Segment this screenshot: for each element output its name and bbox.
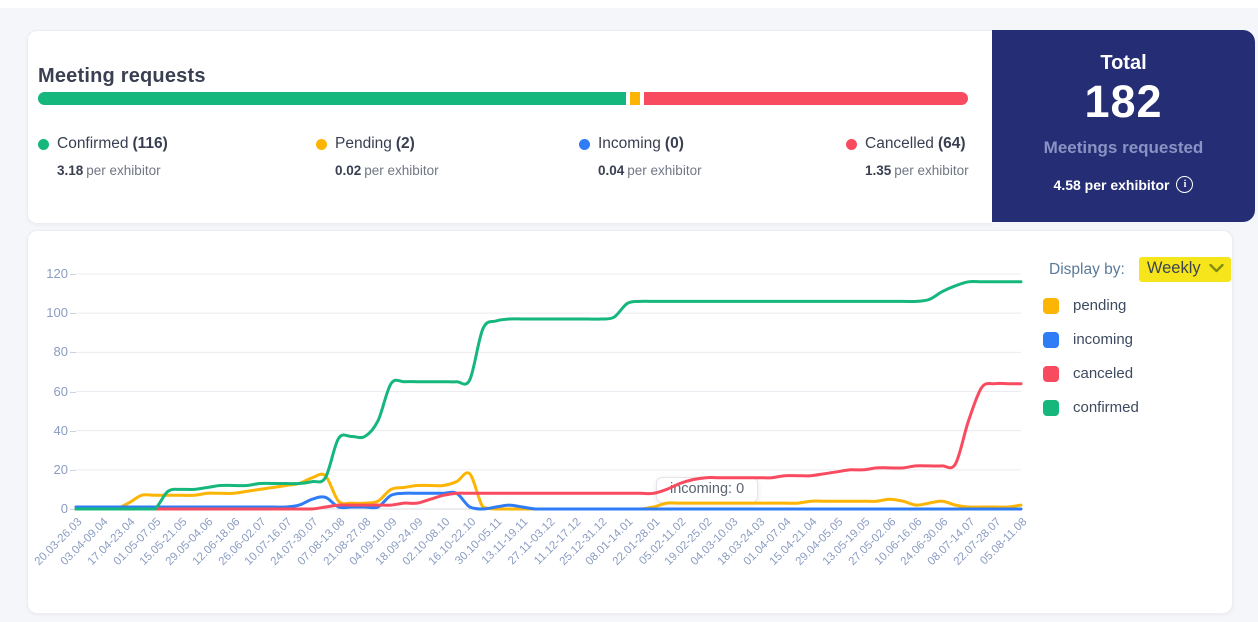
stat-cancelled: Cancelled (64) 1.35 per exhibitor: [846, 135, 969, 178]
y-axis-tick: [70, 391, 76, 393]
display-by-label: Display by:: [1049, 260, 1125, 278]
legend-label: incoming: [1073, 331, 1134, 348]
y-axis-tick-label: 0: [60, 501, 68, 516]
stat-pending: Pending (2) 0.02 per exhibitor: [316, 135, 439, 178]
confirmed-swatch-icon: [1043, 399, 1059, 416]
display-by-value: Weekly: [1146, 259, 1201, 277]
display-by-dropdown[interactable]: Weekly: [1138, 257, 1231, 282]
chart-tooltip: incoming: 0: [656, 477, 759, 503]
confirmed-dot-icon: [38, 138, 49, 150]
series-line-confirmed: [74, 280, 1023, 511]
top-strip: [0, 0, 1258, 8]
cancelled-dot-icon: [846, 138, 857, 150]
y-axis-tick-label: 60: [53, 383, 68, 399]
y-axis-tick-label: 120: [46, 266, 68, 281]
legend-item-confirmed[interactable]: confirmed: [1043, 399, 1139, 416]
total-subtitle: Meetings requested: [1043, 138, 1204, 157]
y-axis-tick-label: 80: [53, 344, 68, 360]
status-stats-row: Confirmed (116) 3.18 per exhibitor Pending (2…: [28, 135, 993, 215]
total-title: Total: [1100, 52, 1147, 74]
y-axis-tick: [70, 313, 76, 315]
legend-item-pending[interactable]: pending: [1043, 297, 1139, 314]
y-axis-tick-label: 40: [53, 422, 68, 438]
stat-incoming: Incoming (0) 0.04 per exhibitor: [579, 135, 702, 178]
total-panel: Total 182 Meetings requested 4.58 per ex…: [992, 30, 1255, 222]
canceled-swatch-icon: [1043, 365, 1059, 382]
chart-legend: pending incoming canceled confirmed: [1043, 297, 1139, 433]
y-axis-tick-label: 20: [53, 461, 68, 477]
legend-label: confirmed: [1073, 399, 1139, 416]
stat-per-exhibitor: 0.02 per exhibitor: [335, 163, 439, 178]
legend-item-canceled[interactable]: canceled: [1043, 365, 1139, 382]
stat-label: Incoming: [598, 135, 661, 152]
total-per-exhibitor: 4.58 per exhibitor i: [992, 176, 1255, 193]
series-line-pending: [74, 471, 1023, 511]
bar-segment-pending: [630, 92, 640, 105]
tooltip-text: incoming: 0: [670, 481, 745, 497]
stat-label: Pending: [335, 135, 392, 152]
stat-count: (64): [937, 135, 966, 152]
y-axis-tick: [70, 274, 76, 275]
stat-count: (116): [132, 135, 168, 152]
legend-label: canceled: [1073, 365, 1134, 382]
y-axis-tick: [70, 430, 76, 432]
bar-segment-cancelled: [644, 92, 968, 105]
status-distribution-bar: [38, 92, 968, 105]
legend-label: pending: [1073, 297, 1127, 314]
series-line-canceled: [74, 381, 1023, 511]
pending-swatch-icon: [1043, 297, 1059, 314]
stat-per-exhibitor: 3.18 per exhibitor: [57, 163, 161, 178]
series-line-incoming: [74, 490, 1023, 511]
incoming-dot-icon: [579, 138, 590, 150]
y-axis-tick: [70, 352, 76, 354]
y-axis-tick: [70, 469, 76, 471]
incoming-swatch-icon: [1043, 331, 1059, 348]
stat-per-exhibitor: 1.35 per exhibitor: [865, 163, 969, 178]
page-title: Meeting requests: [38, 65, 206, 88]
total-per-text: 4.58 per exhibitor: [1053, 176, 1170, 193]
stat-count: (0): [664, 135, 684, 152]
stat-count: (2): [395, 135, 415, 152]
chart-card: Display by: Weekly pending incoming cancel…: [27, 230, 1233, 614]
stat-label: Confirmed: [57, 135, 129, 152]
display-by-control: Display by: Weekly: [1049, 257, 1231, 282]
stat-label: Cancelled: [865, 135, 934, 152]
legend-item-incoming[interactable]: incoming: [1043, 331, 1139, 348]
y-axis-tick-label: 100: [46, 305, 68, 321]
info-icon[interactable]: i: [1176, 176, 1194, 193]
chevron-down-icon: [1208, 264, 1224, 273]
line-chart: [74, 273, 1023, 511]
pending-dot-icon: [316, 138, 327, 150]
y-axis-tick: [70, 509, 76, 510]
meeting-requests-card: Meeting requests Confirmed (116) 3.18 per e…: [27, 30, 993, 224]
stat-confirmed: Confirmed (116) 3.18 per exhibitor: [38, 135, 168, 178]
stat-per-exhibitor: 0.04 per exhibitor: [598, 163, 702, 178]
bar-segment-confirmed: [38, 92, 626, 105]
total-value: 182: [1084, 76, 1163, 127]
